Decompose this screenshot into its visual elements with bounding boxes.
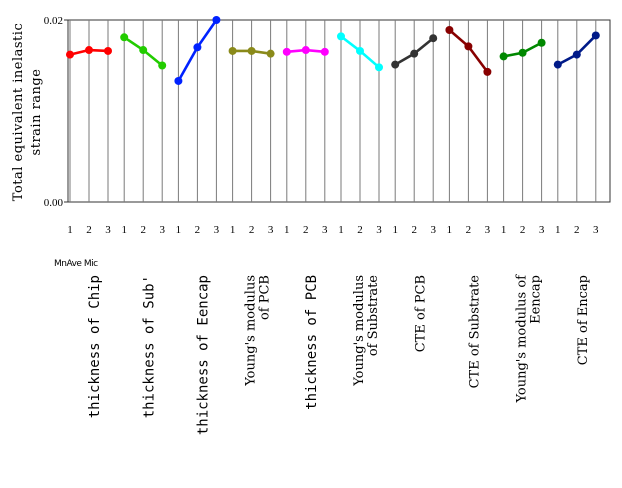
factor-label: CTE of Encap	[576, 275, 591, 365]
level-tick-label: 3	[593, 224, 599, 236]
data-point	[573, 51, 581, 59]
level-tick-label: 3	[105, 224, 111, 236]
factor-label: thickness of Chip	[87, 275, 103, 418]
level-tick-label: 1	[501, 224, 507, 236]
level-tick-label: 2	[195, 224, 201, 236]
level-tick-label: 2	[140, 224, 146, 236]
data-point	[592, 31, 600, 39]
level-tick-label: 1	[284, 224, 290, 236]
level-tick-label: 1	[67, 224, 73, 236]
data-point	[302, 46, 310, 54]
level-tick-label: 2	[357, 224, 363, 236]
data-point	[158, 62, 166, 70]
data-point	[248, 47, 256, 55]
level-tick-label: 3	[376, 224, 382, 236]
factor-label: Eencap	[529, 275, 544, 324]
data-point	[356, 47, 364, 55]
data-point	[139, 46, 147, 54]
level-tick-label: 3	[539, 224, 545, 236]
data-point	[267, 50, 275, 58]
level-tick-label: 1	[176, 224, 182, 236]
data-point	[120, 33, 128, 41]
data-point	[500, 52, 508, 60]
level-tick-label: 1	[230, 224, 236, 236]
data-point	[337, 32, 345, 40]
factor-label: of Substrate	[366, 275, 381, 356]
data-point	[554, 61, 562, 69]
factor-label: Young's modulus	[352, 275, 367, 387]
level-tick-label: 1	[392, 224, 398, 236]
y-axis-label-line2: strain range	[29, 69, 44, 156]
data-point	[429, 34, 437, 42]
level-tick-label: 3	[214, 224, 220, 236]
factor-label: Young's modulus	[244, 275, 259, 387]
data-point	[66, 51, 74, 59]
factor-label: of PCB	[258, 275, 273, 320]
level-tick-label: 2	[303, 224, 309, 236]
level-tick-label: 2	[574, 224, 580, 236]
data-point	[321, 48, 329, 56]
y-tick-label-max: 0.02	[44, 15, 63, 27]
plot-area	[66, 16, 600, 85]
data-point	[519, 49, 527, 57]
data-point	[283, 48, 291, 56]
data-point	[410, 50, 418, 58]
factor-label: Young's modulus of	[515, 274, 530, 404]
level-tick-label: 2	[466, 224, 472, 236]
factor-label: thickness of Sub'	[141, 275, 157, 418]
data-point	[391, 61, 399, 69]
level-tick-label: 2	[520, 224, 526, 236]
data-point	[104, 47, 112, 55]
factor-labels: thickness of Chip thickness of Sub' thickn…	[87, 274, 591, 435]
data-point	[483, 68, 491, 76]
y-tick-label-min: 0.00	[44, 197, 64, 209]
level-tick-label: 3	[322, 224, 328, 236]
factor-label: thickness of PCB	[304, 275, 320, 410]
data-point	[212, 16, 220, 24]
data-point	[229, 47, 237, 55]
level-note: MnAve Mic	[54, 259, 98, 269]
level-tick-label: 3	[485, 224, 491, 236]
data-point	[538, 39, 546, 47]
factor-label: CTE of Substrate	[468, 275, 483, 389]
level-tick-label: 1	[121, 224, 127, 236]
level-tick-label: 2	[411, 224, 417, 236]
level-tick-label: 2	[86, 224, 92, 236]
level-tick-label: 3	[430, 224, 436, 236]
level-tick-label: 3	[159, 224, 165, 236]
data-point	[193, 43, 201, 51]
data-point	[464, 42, 472, 50]
data-point	[445, 26, 453, 34]
level-tick-label: 2	[249, 224, 255, 236]
data-point	[85, 46, 93, 54]
plot-frame	[68, 20, 610, 202]
factor-label: thickness of Eencap	[196, 275, 212, 435]
data-point	[375, 63, 383, 71]
factor-label: CTE of PCB	[413, 275, 428, 352]
level-tick-label: 1	[338, 224, 344, 236]
y-axis-label-line1: Total equivalent inelastic	[11, 23, 26, 201]
data-point	[174, 77, 182, 85]
level-tick-label: 3	[268, 224, 274, 236]
level-tick-label: 1	[447, 224, 453, 236]
level-tick-label: 1	[555, 224, 561, 236]
